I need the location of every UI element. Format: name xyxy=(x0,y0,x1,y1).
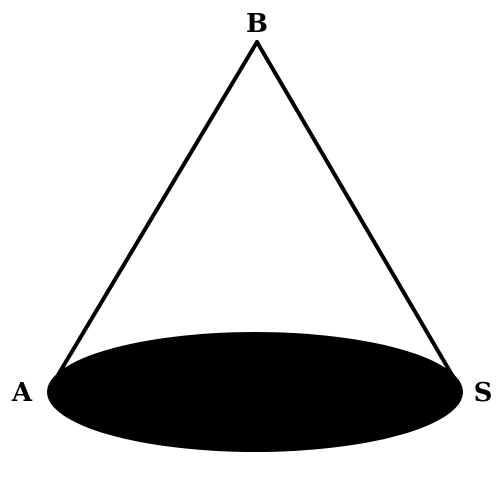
slant-edge-right xyxy=(255,40,457,382)
vertex-label-b: B xyxy=(246,9,268,39)
vertex-label-s: S xyxy=(474,378,493,408)
slant-edge-left xyxy=(53,40,259,382)
cone-base xyxy=(47,332,463,452)
vertex-label-a: A xyxy=(11,378,33,408)
